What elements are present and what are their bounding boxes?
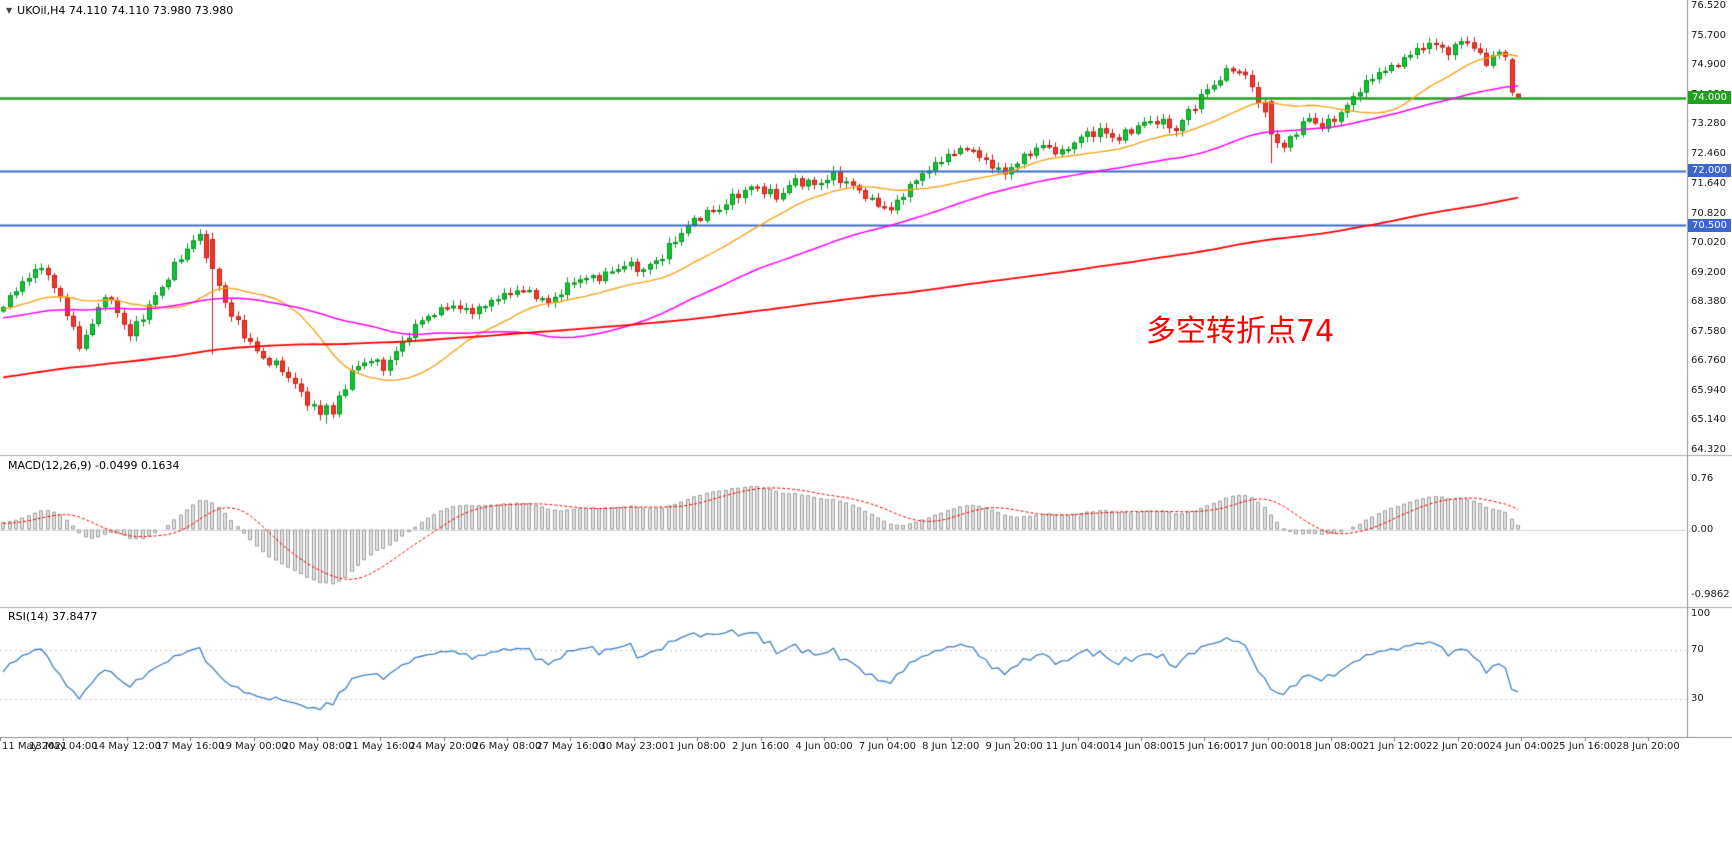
time-axis-label: 11 May 2021 [2, 741, 68, 752]
time-axis-label: 24 May 20:00 [409, 741, 478, 752]
time-axis-label: 4 Jun 00:00 [795, 741, 853, 752]
rsi-axis-tick-label: 100 [1691, 608, 1711, 619]
time-axis-label: 14 May 12:00 [92, 741, 162, 752]
time-axis-label: 24 Jun 04:00 [1489, 741, 1553, 752]
time-axis-label: 1 Jun 08:00 [668, 741, 726, 752]
macd-axis-tick-label: -0.9862 [1691, 589, 1730, 601]
time-axis-label: 8 Jun 12:00 [922, 741, 980, 752]
price-axis-tick-label: 70.820 [1691, 207, 1726, 219]
hline-price-tag: 74.000 [1688, 91, 1731, 105]
price-axis-tick-label: 67.580 [1691, 325, 1726, 337]
price-axis-tick-label: 66.760 [1691, 355, 1726, 367]
macd-axis-tick-label: 0.00 [1691, 523, 1714, 535]
collapse-arrow-icon[interactable]: ▼ [6, 5, 13, 15]
time-axis-label: 27 May 16:00 [536, 741, 605, 752]
price-axis-tick-label: 74.900 [1691, 58, 1726, 70]
price-axis-tick-label: 65.940 [1691, 385, 1726, 397]
time-axis-label: 13 May 04:00 [29, 741, 98, 752]
price-axis-tick-label: 76.520 [1691, 0, 1726, 11]
hline-price-tag: 70.500 [1688, 218, 1731, 232]
symbol-title: ▼ UKOil,H4 74.110 74.110 73.980 73.980 [6, 4, 233, 17]
hline-price-tag: 72.000 [1688, 164, 1731, 178]
time-axis-label: 17 May 16:00 [155, 741, 225, 752]
time-axis-label: 2 Jun 16:00 [732, 741, 790, 752]
time-axis-label: 28 Jun 20:00 [1616, 741, 1680, 752]
price-axis[interactable]: 76.52075.70074.90074.08073.28072.46071.6… [1688, 0, 1732, 737]
price-axis-tick-label: 68.380 [1691, 296, 1726, 308]
time-axis-label: 20 May 08:00 [282, 741, 352, 752]
time-axis-label: 22 Jun 20:00 [1426, 741, 1490, 752]
chart-annotation-text: 多空转折点74 [1146, 314, 1335, 349]
macd-axis-tick-label: 0.76 [1691, 472, 1714, 484]
time-axis-label: 18 Jun 08:00 [1299, 741, 1363, 752]
time-axis-label: 9 Jun 20:00 [985, 741, 1043, 752]
price-axis-tick-label: 73.280 [1691, 117, 1726, 129]
time-axis-label: 17 Jun 00:00 [1235, 741, 1300, 752]
time-axis-label: 19 May 00:00 [219, 741, 288, 752]
price-axis-tick-label: 64.320 [1691, 444, 1726, 456]
price-axis-tick-label: 69.200 [1691, 266, 1726, 278]
rsi-indicator-label: RSI(14) 37.8477 [8, 610, 98, 623]
time-axis-label: 21 Jun 12:00 [1362, 741, 1427, 752]
time-axis-label: 7 Jun 04:00 [858, 741, 916, 752]
rsi-axis-tick-label: 30 [1691, 692, 1704, 704]
time-axis-label: 21 May 16:00 [346, 741, 415, 752]
time-axis-label: 25 Jun 16:00 [1552, 741, 1617, 752]
price-axis-tick-label: 71.640 [1691, 177, 1726, 189]
rsi-axis-tick-label: 70 [1691, 644, 1704, 656]
price-axis-tick-label: 72.460 [1691, 147, 1726, 159]
symbol-ohlc-label: UKOil,H4 74.110 74.110 73.980 73.980 [17, 4, 234, 17]
price-axis-tick-label: 65.140 [1691, 414, 1726, 426]
macd-indicator-label: MACD(12,26,9) -0.0499 0.1634 [8, 459, 180, 472]
time-axis-label: 15 Jun 16:00 [1172, 741, 1237, 752]
price-axis-tick-label: 75.700 [1691, 29, 1726, 41]
time-axis-label: 26 May 08:00 [472, 741, 542, 752]
time-axis[interactable]: 11 May 2021 13 May 04:00 14 May 12:00 17 Ma… [0, 739, 1732, 757]
time-axis-label: 14 Jun 08:00 [1109, 741, 1173, 752]
time-axis-label: 30 May 23:00 [599, 741, 669, 752]
time-axis-label: 11 Jun 04:00 [1045, 741, 1110, 752]
price-axis-tick-label: 70.020 [1691, 236, 1726, 248]
